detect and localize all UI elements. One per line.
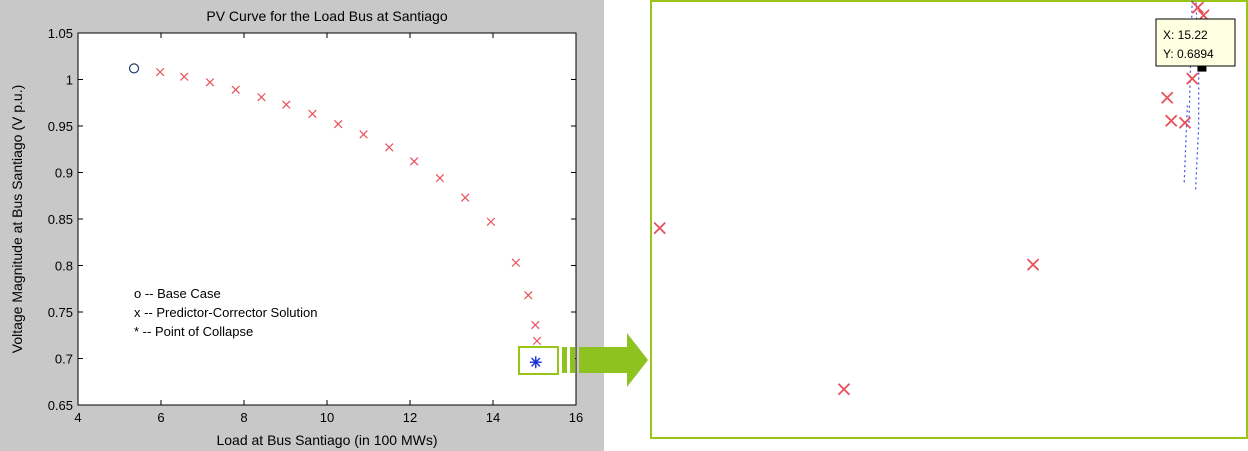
predictor-corrector-point [1161,91,1174,104]
predictor-corrector-point [1191,1,1205,14]
point-of-collapse [529,356,542,369]
x-tick-label: 16 [569,410,583,425]
y-tick-label: 1 [66,73,73,88]
datatip: X: 15.22 Y: 0.6894 [1155,18,1236,67]
zoom-arrow [562,333,648,387]
predictor-corrector-point [511,258,521,267]
y-tick-label: 0.95 [48,119,73,134]
predictor-corrector-point [385,143,394,152]
y-axis-label: Voltage Magnitude at Bus Santiago (V p.u… [9,85,25,354]
y-tick-label: 0.7 [55,352,73,367]
axis-ticks: 4 6 8 10 12 14 16 0.65 0.7 0.75 0.8 0.85 0.9 0.95 1 1.0… [48,26,584,425]
predictor-corrector-point [257,92,266,102]
x-tick-label: 10 [320,410,334,425]
x-tick-label: 8 [240,410,247,425]
y-tick-label: 0.9 [55,166,73,181]
legend-entry-predictor-corrector: x -- Predictor-Corrector Solution [134,305,318,320]
arrow-bar-2 [570,347,575,373]
predictor-corrector-point [531,320,540,330]
y-tick-label: 0.85 [48,212,73,227]
predictor-corrector-point [231,85,240,94]
legend-entry-point-of-collapse: * -- Point of Collapse [134,324,253,339]
plot-area [77,32,577,406]
y-tick-label: 0.75 [48,305,73,320]
predictor-corrector-point [282,100,291,109]
predictor-corrector-point [155,67,165,77]
legend-entry-base-case: o -- Base Case [134,286,221,301]
predictor-corrector-point [435,173,445,183]
x-tick-label: 6 [157,410,164,425]
predictor-corrector-point [308,109,317,119]
arrow-bar-1 [562,347,567,373]
main-pv-chart: PV Curve for the Load Bus at Santiago Lo… [0,0,604,451]
predictor-corrector-point [1026,258,1040,271]
predictor-corrector-point [333,119,343,129]
y-tick-label: 0.8 [55,259,73,274]
zoomed-pv-chart: X: 15.22 Y: 0.6894 [650,0,1248,439]
datatip-box [1155,18,1236,67]
x-tick-label: 4 [74,410,81,425]
legend: o -- Base Case x -- Predictor-Corrector … [134,286,318,339]
y-tick-label: 1.05 [48,26,73,41]
zoom-region-box [518,346,559,375]
predictor-corrector-point [1165,114,1178,127]
predictor-corrector-point [460,193,470,202]
predictor-corrector-point [205,78,215,87]
predictor-corrector-point [359,130,368,139]
predictor-corrector-point [180,72,189,81]
base-case-point [128,63,140,74]
predictor-corrector-point [486,217,496,227]
predictor-corrector-point [653,222,666,235]
predictor-corrector-point [1186,72,1199,85]
x-axis-label: Load at Bus Santiago (in 100 MWs) [216,432,437,448]
data-marks [128,63,542,369]
chart-title: PV Curve for the Load Bus at Santiago [206,8,447,24]
datatip-marker[interactable] [1197,62,1207,72]
y-tick-label: 0.65 [48,398,73,413]
predictor-corrector-point [1178,116,1192,129]
predictor-corrector-point [524,291,533,300]
predictor-corrector-point [837,383,851,396]
x-tick-label: 12 [403,410,417,425]
datatip-y: Y: 0.6894 [1163,47,1214,61]
datatip-x: X: 15.22 [1163,28,1208,42]
predictor-corrector-point [409,157,419,166]
zoom-frame [650,0,1248,439]
x-tick-label: 14 [486,410,500,425]
arrow-head [579,333,648,387]
predictor-corrector-point [532,336,542,346]
